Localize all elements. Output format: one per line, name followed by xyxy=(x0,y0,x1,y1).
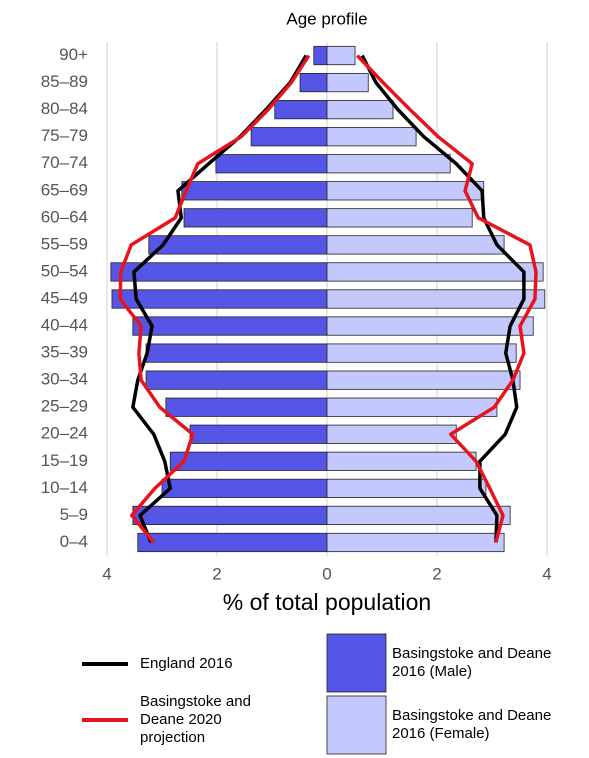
bar xyxy=(326,343,517,363)
legend-swatch xyxy=(326,695,387,755)
legend-label: Basingstoke and Deane 2020 projection xyxy=(140,693,251,746)
bar xyxy=(326,505,511,526)
line-female xyxy=(355,54,538,543)
x-tick-label: 2 xyxy=(212,564,221,583)
bar xyxy=(181,181,328,201)
bar xyxy=(326,262,544,282)
bar xyxy=(250,127,328,147)
x-tick-label: 0 xyxy=(322,564,331,583)
bar xyxy=(145,343,328,363)
line-female xyxy=(360,54,526,543)
y-tick-label: 50–54 xyxy=(41,261,88,280)
y-tick-label: 10–14 xyxy=(41,478,88,497)
bar xyxy=(326,316,534,336)
y-tick-label: 45–49 xyxy=(41,288,88,307)
y-tick-label: 85–89 xyxy=(41,72,88,91)
y-tick-label: 25–29 xyxy=(41,397,88,416)
bar xyxy=(326,127,417,147)
bar xyxy=(326,289,546,309)
y-tick-label: 75–79 xyxy=(41,126,88,145)
y-tick-label: 90+ xyxy=(59,45,88,64)
bar xyxy=(274,100,328,120)
y-tick-label: 40–44 xyxy=(41,316,88,335)
y-tick-label: 0–4 xyxy=(60,532,88,551)
bar xyxy=(132,316,328,336)
legend-label: Basingstoke and Deane 2016 (Female) xyxy=(392,707,552,742)
y-tick-label: 80–84 xyxy=(41,99,88,118)
y-tick-label: 70–74 xyxy=(41,153,88,172)
bar xyxy=(111,289,328,309)
bar xyxy=(326,45,356,66)
bar xyxy=(169,451,328,471)
bar xyxy=(326,478,487,498)
bar xyxy=(326,532,505,553)
bar xyxy=(326,397,498,417)
y-tick-label: 65–69 xyxy=(41,180,88,199)
bar xyxy=(145,370,328,390)
bar xyxy=(326,235,505,255)
y-tick-label: 5–9 xyxy=(60,505,88,524)
legend-label: England 2016 xyxy=(140,655,233,672)
y-tick-label: 30–34 xyxy=(41,370,88,389)
bar xyxy=(183,208,328,228)
bar xyxy=(215,154,328,174)
x-axis-label: % of total population xyxy=(223,589,431,615)
line-male xyxy=(118,54,311,544)
bar xyxy=(137,532,328,553)
bar xyxy=(326,154,451,174)
bar xyxy=(165,397,328,417)
bar xyxy=(326,424,457,444)
legend-swatch xyxy=(326,633,387,693)
y-tick-label: 20–24 xyxy=(41,424,88,443)
bar xyxy=(132,505,328,526)
bar xyxy=(313,45,328,66)
y-tick-label: 55–59 xyxy=(41,234,88,253)
x-tick-label: 4 xyxy=(102,564,111,583)
x-tick-label: 2 xyxy=(432,564,441,583)
y-tick-label: 60–64 xyxy=(41,207,88,226)
bar xyxy=(326,181,485,201)
bar xyxy=(299,72,328,93)
bar xyxy=(326,208,473,228)
bar xyxy=(148,235,328,255)
x-tick-label: 4 xyxy=(542,564,551,583)
bar xyxy=(326,100,394,120)
chart-title: Age profile xyxy=(286,9,367,28)
legend-label: Basingstoke and Deane 2016 (Male) xyxy=(392,645,552,680)
y-tick-label: 35–39 xyxy=(41,343,88,362)
bar xyxy=(189,424,328,444)
y-tick-label: 15–19 xyxy=(41,451,88,470)
bar xyxy=(326,370,521,390)
bar xyxy=(161,478,328,498)
bar xyxy=(326,451,477,471)
bar xyxy=(326,72,369,93)
